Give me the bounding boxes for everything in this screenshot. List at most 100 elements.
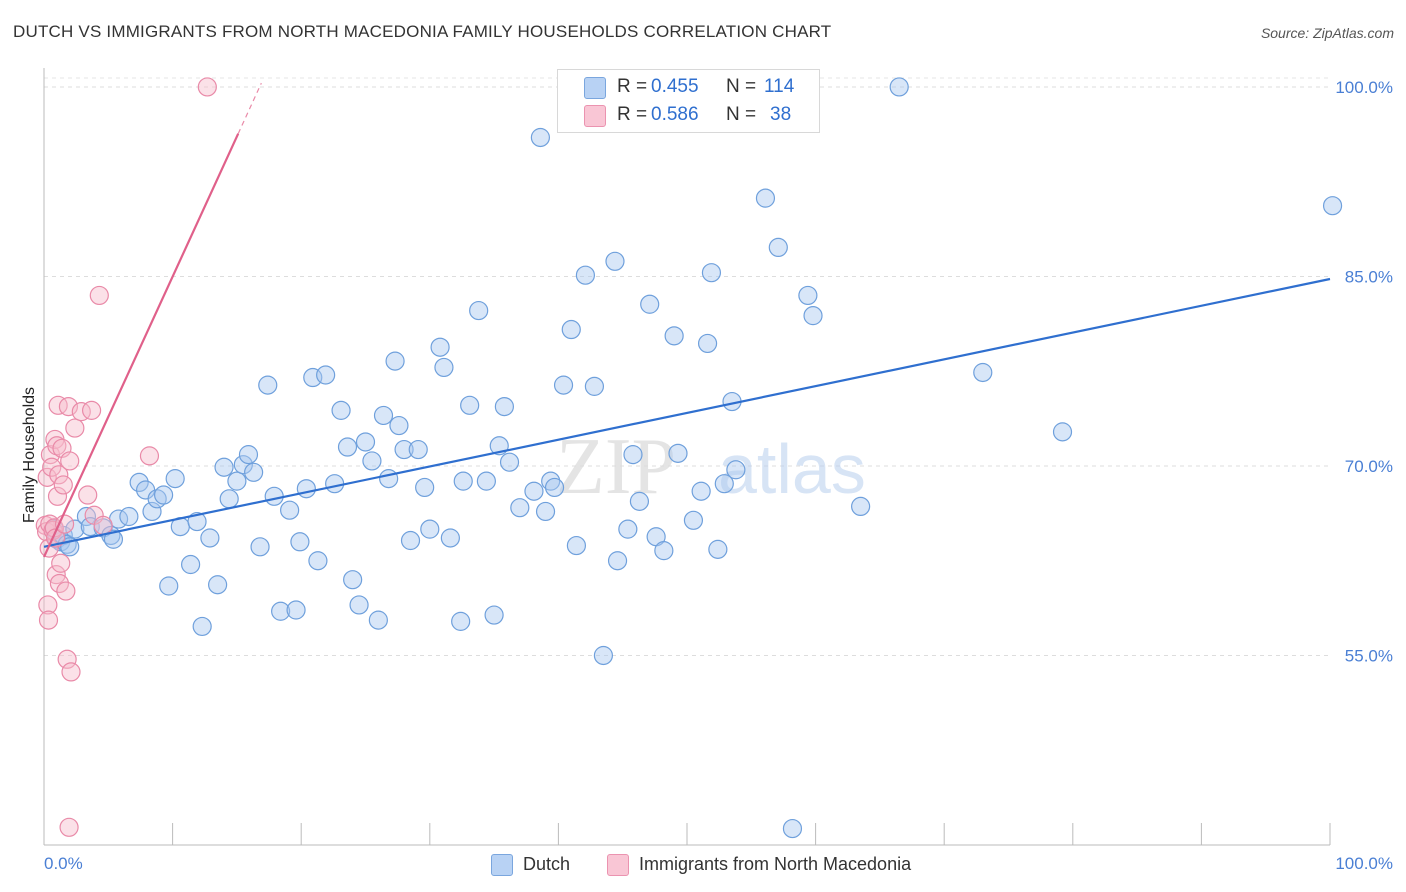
dutch-point (385, 351, 405, 371)
dutch-point (362, 451, 382, 471)
dutch-point (408, 439, 428, 460)
dutch-point (1322, 196, 1343, 216)
dutch-point (337, 437, 358, 457)
dutch-point (280, 500, 300, 520)
x-tick-label: 0.0% (44, 854, 83, 873)
dutch-point (798, 285, 818, 306)
legend-row-dutch: R = 0.455 N = 114 (558, 73, 819, 101)
dutch-point (714, 474, 734, 494)
macedonia-point (48, 395, 68, 415)
dutch-point (803, 306, 823, 326)
dutch-point (664, 326, 684, 346)
legend-r-value-macedonia: 0.586 (651, 104, 699, 125)
legend-r-value-dutch: 0.455 (651, 76, 699, 97)
dutch-point (434, 357, 454, 378)
dutch-point (296, 479, 316, 499)
dutch-point (286, 600, 306, 620)
legend-row-macedonia: R = 0.586 N = 38 (558, 101, 819, 129)
dutch-point (605, 251, 625, 271)
dutch-point (325, 474, 345, 494)
dutch-point (453, 471, 473, 491)
dutch-point (181, 554, 201, 575)
dutch-swatch (584, 77, 606, 99)
macedonia-point (53, 475, 73, 495)
dutch-point (290, 532, 310, 552)
axes (43, 68, 1331, 846)
macedonia-trend-line (43, 133, 240, 558)
macedonia-point (78, 485, 98, 505)
macedonia-trend-extension (237, 82, 262, 134)
legend-r-label: R = (617, 76, 648, 97)
dutch-point (103, 529, 124, 549)
dutch-point (544, 477, 565, 498)
dutch-point (607, 551, 628, 571)
macedonia-point (37, 467, 57, 487)
dutch-point (238, 445, 259, 465)
macedonia-point (47, 436, 67, 456)
dutch-point (851, 496, 871, 517)
dutch-point (76, 506, 97, 527)
watermark: ZIP atlas (556, 423, 866, 511)
dutch-point (343, 570, 363, 590)
dutch-point (889, 77, 909, 97)
macedonia-point (93, 515, 113, 535)
dutch-point (271, 601, 291, 621)
macedonia-legend-swatch (607, 854, 629, 876)
dutch-point (499, 452, 520, 472)
y-tick-label: 100.0% (1335, 78, 1393, 97)
dutch-point (373, 405, 394, 426)
y-tick-label: 70.0% (1345, 457, 1393, 476)
grid-lines (44, 77, 1330, 656)
dutch-point (553, 375, 574, 395)
tick-labels: 55.0% 70.0% 85.0% 100.0% 0.0% 100.0% (44, 78, 1393, 873)
macedonia-point (42, 457, 62, 477)
dutch-point (460, 395, 480, 415)
macedonia-point (51, 553, 71, 573)
dutch-point (691, 481, 711, 501)
dutch-point (142, 501, 162, 522)
dutch-point (316, 365, 336, 385)
dutch-point (510, 498, 530, 518)
dutch-point (768, 237, 788, 258)
stats-legend: R = 0.455 N = 114 R = 0.586 N = 38 (557, 69, 820, 133)
dutch-point (973, 362, 993, 383)
dutch-point (250, 537, 270, 557)
dutch-point (451, 611, 471, 631)
watermark-atlas: atlas (718, 430, 866, 508)
dutch-point (494, 396, 514, 417)
chart-title: DUTCH VS IMMIGRANTS FROM NORTH MACEDONIA… (13, 22, 832, 41)
dutch-point (368, 610, 388, 630)
dutch-point (129, 472, 149, 492)
macedonia-swatch (584, 105, 606, 127)
dutch-point (308, 551, 328, 571)
dutch-point (726, 460, 746, 480)
y-tick-label: 55.0% (1345, 646, 1393, 665)
macedonia-point (57, 649, 77, 669)
dutch-point (469, 300, 489, 321)
source-label: Source: ZipAtlas.com (1260, 25, 1394, 41)
macedonia-point (38, 595, 58, 615)
dutch-point (430, 337, 450, 357)
macedonia-point (71, 402, 91, 422)
macedonia-point (49, 573, 70, 594)
legend-n-label: N = (726, 104, 757, 125)
dutch-point (258, 375, 278, 395)
dutch-point (697, 333, 718, 354)
dutch-point (1052, 422, 1073, 442)
dutch-point (668, 443, 688, 463)
macedonia-point (58, 396, 79, 417)
dutch-point (244, 462, 264, 482)
dutch-point (65, 519, 85, 539)
dutch-point (683, 510, 704, 530)
macedonia-point (38, 610, 59, 630)
dutch-point (159, 576, 179, 596)
legend-r-label: R = (617, 104, 648, 125)
dutch-point (524, 481, 544, 501)
macedonia-point (139, 446, 160, 466)
dutch-point (535, 501, 556, 522)
dutch-point (629, 491, 650, 511)
dutch-point (394, 439, 414, 460)
dutch-point (233, 455, 253, 475)
dutch-legend-label: Dutch (523, 854, 571, 874)
